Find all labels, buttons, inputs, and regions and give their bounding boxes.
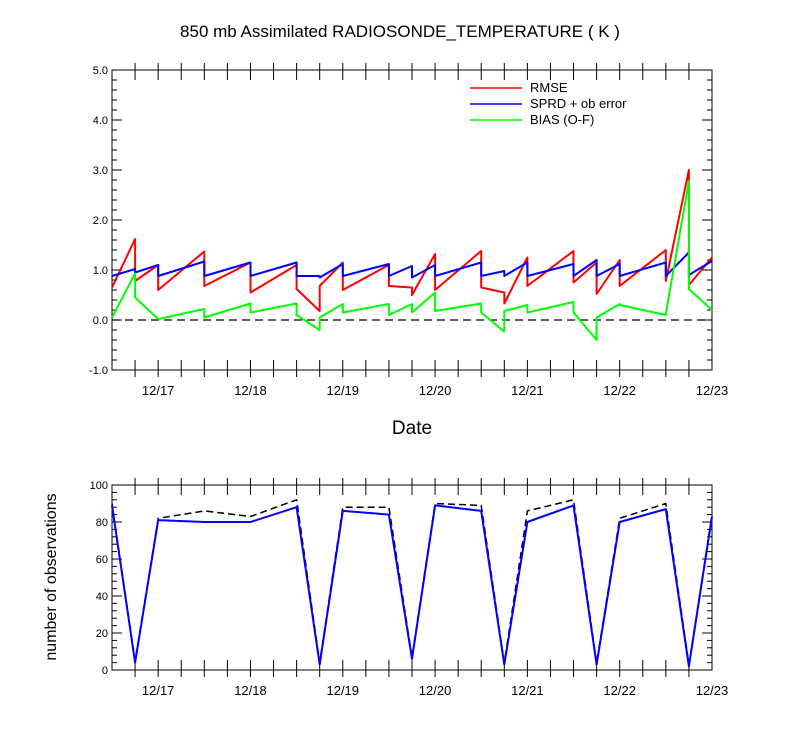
bottom-x-tick-label: 12/21	[511, 683, 544, 698]
top-y-tick-label: 2.0	[93, 215, 108, 227]
series-line-bias-o-f	[111, 180, 713, 341]
bottom-y-tick-label: 100	[90, 480, 108, 492]
bottom-x-tick-label: 12/23	[696, 683, 729, 698]
top-x-tick-label: 12/22	[603, 383, 636, 398]
top-plot-frame	[111, 69, 713, 371]
top-x-tick-label: 12/23	[696, 383, 729, 398]
chart-title: 850 mb Assimilated RADIOSONDE_TEMPERATUR…	[180, 22, 620, 41]
top-y-tick-label: 3.0	[93, 165, 108, 177]
top-y-tick-label: 1.0	[93, 265, 108, 277]
top-y-tick-label: 4.0	[93, 115, 108, 127]
series-line-sprd-ob-error	[111, 251, 713, 279]
legend-label: RMSE	[530, 80, 568, 95]
legend-label: SPRD + ob error	[530, 96, 627, 111]
bottom-x-tick-label: 12/20	[419, 683, 452, 698]
y-axis-label-observations: number of observations	[43, 493, 60, 661]
bottom-x-tick-label: 12/22	[603, 683, 636, 698]
bottom-chart: 0 20 40 60 80 100 12/17 12/18 12/19 12/20 12/21 12/…	[90, 478, 729, 698]
top-x-tick-label: 12/19	[326, 383, 359, 398]
series-line-possible	[111, 499, 713, 666]
bottom-plot-frame	[111, 484, 713, 671]
series-line-used	[111, 504, 713, 668]
bottom-x-tick-label: 12/17	[142, 683, 175, 698]
bottom-x-tick-label: 12/19	[326, 683, 359, 698]
top-y-tick-label: 5.0	[93, 65, 108, 77]
legend-label: BIAS (O-F)	[530, 112, 594, 127]
top-chart: -1.0 0.0 1.0 2.0 3.0 4.0 5.0 12/17 12/18 12/19 12/…	[89, 63, 728, 398]
bottom-y-tick-label: 40	[96, 591, 108, 603]
top-y-tick-label: 0.0	[93, 315, 108, 327]
x-axis-label: Date	[391, 418, 433, 439]
bottom-y-tick-label: 80	[96, 517, 108, 529]
bottom-x-tick-label: 12/18	[234, 683, 267, 698]
top-x-tick-label: 12/20	[419, 383, 452, 398]
top-x-tick-label: 12/18	[234, 383, 267, 398]
top-x-tick-label: 12/17	[142, 383, 175, 398]
bottom-y-tick-label: 60	[96, 554, 108, 566]
series-line-rmse	[111, 169, 713, 312]
bottom-y-tick-label: 20	[96, 628, 108, 640]
top-x-tick-label: 12/21	[511, 383, 544, 398]
bottom-y-tick-label: 0	[102, 665, 108, 677]
top-y-tick-label: -1.0	[89, 365, 108, 377]
